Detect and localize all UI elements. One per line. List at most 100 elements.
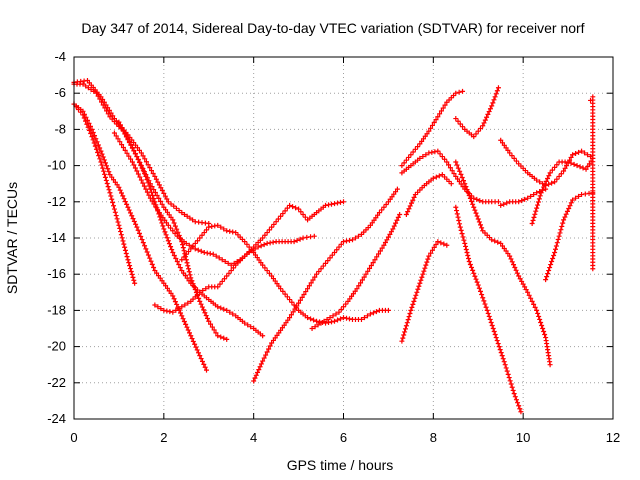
- data-point: [85, 85, 91, 91]
- data-point: [350, 291, 356, 297]
- data-point: [459, 231, 465, 237]
- data-point: [81, 111, 87, 117]
- data-point: [180, 242, 186, 248]
- data-point: [454, 162, 460, 168]
- y-tick-label: -20: [47, 339, 66, 354]
- data-point: [391, 223, 397, 229]
- data-point: [489, 237, 495, 243]
- data-point: [549, 167, 555, 173]
- data-point: [188, 246, 194, 252]
- data-point: [336, 244, 342, 250]
- data-point: [504, 368, 510, 374]
- data-point: [453, 204, 459, 210]
- data-point: [486, 313, 492, 319]
- data-point: [529, 298, 535, 304]
- y-tick-label: -8: [54, 121, 66, 136]
- data-point: [433, 174, 439, 180]
- data-point: [374, 254, 380, 260]
- data-point: [258, 243, 264, 249]
- data-point: [312, 274, 318, 280]
- data-point: [178, 310, 184, 316]
- data-point: [198, 356, 204, 362]
- data-point: [367, 222, 373, 228]
- data-point: [111, 206, 117, 212]
- data-point: [122, 199, 128, 205]
- data-point: [142, 171, 148, 177]
- data-point: [338, 306, 344, 312]
- data-point: [566, 206, 572, 212]
- data-point: [144, 249, 150, 255]
- data-point: [230, 311, 236, 317]
- data-point: [186, 269, 192, 275]
- data-point: [192, 341, 198, 347]
- y-tick-label: -24: [47, 411, 66, 426]
- data-point: [170, 217, 176, 223]
- data-point: [531, 192, 537, 198]
- data-point: [251, 249, 257, 255]
- data-point: [253, 372, 259, 378]
- data-point: [457, 221, 463, 227]
- data-point: [425, 256, 431, 262]
- data-point: [557, 230, 563, 236]
- data-point: [185, 327, 191, 333]
- data-point: [349, 237, 355, 243]
- data-point: [124, 150, 130, 156]
- data-point: [548, 262, 554, 268]
- data-point: [475, 282, 481, 288]
- data-point: [420, 271, 426, 277]
- data-point: [424, 259, 430, 265]
- data-point: [260, 333, 266, 339]
- data-point: [520, 281, 526, 287]
- data-point: [421, 268, 427, 274]
- data-point: [171, 203, 177, 209]
- data-point: [183, 257, 189, 263]
- data-point: [215, 333, 221, 339]
- data-point: [204, 367, 210, 373]
- data-point: [510, 387, 516, 393]
- data-point: [332, 318, 338, 324]
- data-point: [537, 179, 543, 185]
- x-axis-title: GPS time / hours: [287, 457, 394, 473]
- data-point: [492, 238, 498, 244]
- data-point: [469, 264, 475, 270]
- data-point: [96, 153, 102, 159]
- data-point: [298, 209, 304, 215]
- data-point: [456, 218, 462, 224]
- data-point: [161, 204, 167, 210]
- data-point: [552, 179, 558, 185]
- data-point: [115, 136, 121, 142]
- data-point: [128, 141, 134, 147]
- data-point: [437, 151, 443, 157]
- data-point: [222, 259, 228, 265]
- data-point: [176, 207, 182, 213]
- data-point: [297, 236, 303, 242]
- data-point: [431, 244, 437, 250]
- data-point: [554, 162, 560, 168]
- data-point: [495, 199, 501, 205]
- data-point: [413, 292, 419, 298]
- data-point: [143, 159, 149, 165]
- data-point: [507, 253, 513, 259]
- data-point: [93, 146, 99, 152]
- data-point: [534, 205, 540, 211]
- data-point: [118, 190, 124, 196]
- data-point: [288, 312, 294, 318]
- data-point: [506, 375, 512, 381]
- data-point: [138, 233, 144, 239]
- data-point: [155, 304, 161, 310]
- data-point: [304, 234, 310, 240]
- data-point: [154, 192, 160, 198]
- data-point: [528, 193, 534, 199]
- data-point: [507, 378, 513, 384]
- data-point: [570, 152, 576, 158]
- data-point: [151, 196, 157, 202]
- data-point: [503, 365, 509, 371]
- data-point: [406, 154, 412, 160]
- data-point: [95, 149, 101, 155]
- data-point: [426, 150, 432, 156]
- data-point: [164, 235, 170, 241]
- data-point: [529, 221, 535, 227]
- series-arc-2: [71, 81, 230, 342]
- data-point: [202, 310, 208, 316]
- data-point: [94, 139, 100, 145]
